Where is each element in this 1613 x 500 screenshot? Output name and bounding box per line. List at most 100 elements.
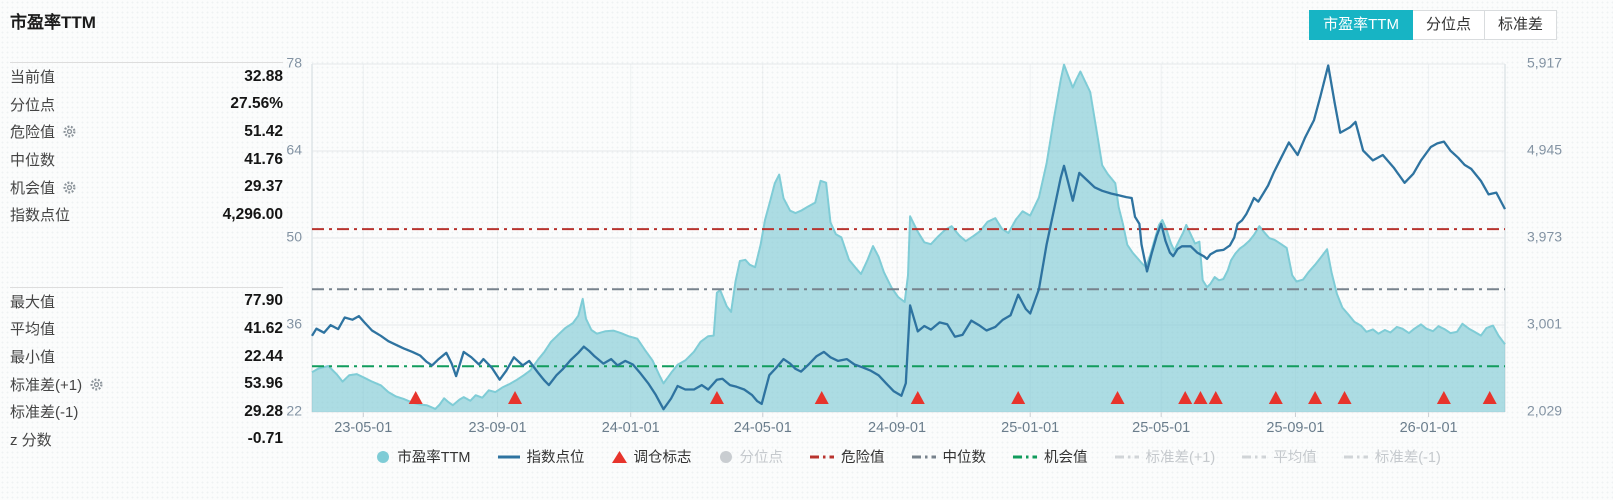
gear-icon[interactable] <box>62 124 77 139</box>
legend-item-4[interactable]: 危险值 <box>810 446 885 467</box>
rebalance-marker <box>910 391 925 404</box>
legend-item-2[interactable]: 调仓标志 <box>611 446 692 467</box>
stat-value: 53.96 <box>244 375 283 393</box>
stats-panel: 当前值 32.88 分位点 27.56% 危险值 51.42 中位数 41.76 机会值 29.3… <box>10 62 283 453</box>
legend-dashdot-marker <box>1242 455 1267 458</box>
x-tick-label: 23-05-01 <box>334 420 392 436</box>
legend-dashdot-marker <box>1114 455 1139 458</box>
stat-row-g2-2: 最小值 22.44 <box>10 343 283 371</box>
rebalance-marker <box>814 391 829 404</box>
gear-icon[interactable] <box>62 180 77 195</box>
index-line <box>311 64 1507 411</box>
stat-value: 22.44 <box>244 347 283 365</box>
x-tick-label: 26-01-01 <box>1400 420 1458 436</box>
stat-value: 51.42 <box>244 122 283 140</box>
stats-group-current: 当前值 32.88 分位点 27.56% 危险值 51.42 中位数 41.76 机会值 29.3… <box>10 63 283 229</box>
stat-value: 27.56% <box>230 95 283 113</box>
gear-icon[interactable] <box>89 377 104 392</box>
legend-label: 分位点 <box>739 450 784 466</box>
stat-row-g1-1: 分位点 27.56% <box>10 91 283 119</box>
legend-line-marker <box>497 455 520 458</box>
legend-item-1[interactable]: 指数点位 <box>497 446 585 467</box>
rebalance-marker <box>1110 391 1125 404</box>
legend-item-0[interactable]: 市盈率TTM <box>376 446 471 467</box>
page-title: 市盈率TTM <box>10 13 96 32</box>
stat-value: 77.90 <box>244 292 283 310</box>
stat-label: 当前值 <box>10 69 56 87</box>
stat-value: 29.37 <box>244 178 283 196</box>
stat-value: 32.88 <box>244 67 283 85</box>
tab-0[interactable]: 市盈率TTM <box>1309 10 1413 40</box>
metric-tabs: 市盈率TTM 分位点 标准差 <box>1309 10 1557 40</box>
legend-label: 市盈率TTM <box>397 450 471 466</box>
legend-item-3[interactable]: 分位点 <box>719 446 784 467</box>
rebalance-marker <box>1011 391 1026 404</box>
rebalance-marker <box>1268 391 1283 404</box>
legend-label: 调仓标志 <box>633 450 692 466</box>
legend-label: 机会值 <box>1044 450 1088 466</box>
stats-divider-top <box>10 62 283 63</box>
stat-row-g2-0: 最大值 77.90 <box>10 288 283 316</box>
x-tick-label: 23-09-01 <box>469 420 527 436</box>
y-left-label: 50 <box>286 229 302 245</box>
legend-item-7[interactable]: 标准差(+1) <box>1114 446 1215 467</box>
rebalance-marker <box>1337 391 1352 404</box>
legend-item-6[interactable]: 机会值 <box>1013 446 1088 467</box>
stat-row-g2-3: 标准差(+1) 53.96 <box>10 370 283 398</box>
stat-label: z 分数 <box>10 431 52 449</box>
stat-row-g1-3: 中位数 41.76 <box>10 146 283 174</box>
y-left-label: 78 <box>286 55 302 71</box>
stat-row-g2-5: z 分数 -0.71 <box>10 426 283 454</box>
stat-label: 标准差(-1) <box>10 404 79 422</box>
legend-label: 标准差(-1) <box>1374 450 1441 466</box>
y-right-label: 4,945 <box>1527 142 1562 158</box>
stat-value: 4,296.00 <box>222 205 283 223</box>
stats-gap <box>10 229 283 287</box>
legend-circle-marker <box>719 450 732 463</box>
stat-value: -0.71 <box>247 430 283 448</box>
pe-ttm-area-outline <box>311 63 1506 410</box>
legend-dashdot-marker <box>810 455 835 458</box>
legend-item-9[interactable]: 标准差(-1) <box>1343 446 1441 467</box>
legend-item-5[interactable]: 中位数 <box>911 446 987 467</box>
stat-value: 41.76 <box>244 150 283 168</box>
stat-label: 指数点位 <box>10 207 71 225</box>
x-tick-label: 24-01-01 <box>602 420 660 436</box>
legend-triangle-marker <box>611 450 627 463</box>
stat-row-g1-0: 当前值 32.88 <box>10 63 283 91</box>
stats-group-summary: 最大值 77.90 平均值 41.62 最小值 22.44 标准差(+1) 53.96 标准差(… <box>10 288 283 454</box>
legend-dashdot-marker <box>911 455 936 458</box>
x-tick-label: 25-05-01 <box>1132 420 1190 436</box>
stat-label: 分位点 <box>10 96 56 114</box>
rebalance-marker <box>1436 391 1451 404</box>
y-left-label: 36 <box>286 316 302 332</box>
x-tick-label: 24-05-01 <box>734 420 792 436</box>
rebalance-marker <box>1193 391 1208 404</box>
tab-1[interactable]: 分位点 <box>1412 10 1485 40</box>
x-tick-label: 25-09-01 <box>1266 420 1324 436</box>
legend-circle-marker <box>377 450 390 463</box>
chart-legend: 市盈率TTM 指数点位 调仓标志 分位点 危险值 中位数 机会值 标准差(+1) 平均值 标准差(… <box>312 446 1505 467</box>
legend-label: 中位数 <box>942 450 987 466</box>
legend-label: 指数点位 <box>526 450 585 466</box>
stat-row-g1-2: 危险值 51.42 <box>10 118 283 146</box>
stat-label: 危险值 <box>10 121 77 142</box>
y-right-label: 5,917 <box>1527 55 1562 71</box>
y-right-label: 3,001 <box>1527 316 1562 332</box>
y-right-label: 3,973 <box>1527 229 1562 245</box>
legend-label: 危险值 <box>841 450 885 466</box>
legend-dashdot-marker <box>1013 455 1038 458</box>
rebalance-marker <box>1178 391 1193 404</box>
legend-label: 平均值 <box>1273 450 1317 466</box>
rebalance-marker <box>508 391 523 404</box>
legend-item-8[interactable]: 平均值 <box>1242 446 1317 467</box>
y-left-label: 64 <box>286 142 302 158</box>
legend-dashdot-marker <box>1343 455 1368 458</box>
stat-row-g2-4: 标准差(-1) 29.28 <box>10 398 283 426</box>
x-tick-label: 24-09-01 <box>868 420 926 436</box>
stat-row-g1-4: 机会值 29.37 <box>10 173 283 201</box>
pe-ttm-area <box>312 64 1505 412</box>
rebalance-marker <box>1482 391 1497 404</box>
tab-2[interactable]: 标准差 <box>1484 10 1557 40</box>
